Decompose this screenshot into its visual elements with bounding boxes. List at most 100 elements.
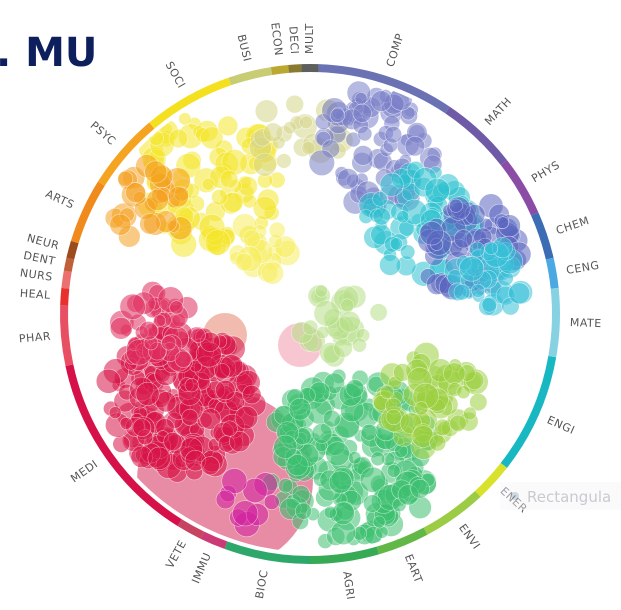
title: . MU [0, 30, 97, 76]
bubble [294, 502, 312, 520]
bubble [357, 126, 373, 142]
bubble [221, 420, 238, 437]
bubble [496, 216, 510, 229]
bubble [125, 182, 147, 203]
bubble [109, 317, 133, 340]
bubble [169, 300, 184, 315]
bubble [178, 112, 192, 126]
bubble [234, 405, 259, 430]
ring-segment [63, 257, 75, 272]
segment-label: MATE [570, 316, 602, 330]
bubble [234, 252, 254, 272]
segment-label: COMP [384, 32, 407, 69]
bubble [449, 414, 467, 433]
bubble [419, 221, 444, 246]
segment-label: IMMU [189, 551, 214, 586]
ring-segment [177, 519, 204, 539]
bubble [252, 195, 277, 221]
bubble [369, 303, 388, 322]
bubble [288, 397, 312, 421]
bubble [337, 168, 359, 190]
bubble [276, 153, 292, 169]
segment-label: HEAL [19, 287, 51, 302]
bubble [135, 381, 160, 406]
bubble [360, 423, 378, 441]
ring-segment [149, 77, 232, 129]
ring-segment [318, 64, 450, 114]
bubble [109, 213, 132, 236]
bubble [168, 128, 189, 149]
bubble [354, 92, 368, 105]
bubble [484, 241, 499, 256]
segment-label: NURS [19, 266, 53, 283]
bubble [168, 186, 189, 208]
bubble [217, 115, 239, 137]
bubble [323, 505, 337, 519]
bubble [161, 335, 177, 351]
bubble [138, 320, 158, 341]
bubble [379, 172, 404, 197]
bubble [333, 338, 353, 358]
bubble [448, 198, 463, 213]
bubble [463, 406, 477, 421]
segment-label: ENVI [456, 522, 483, 552]
ring-segment [270, 64, 289, 75]
bubble [481, 296, 498, 313]
segment-label: BUSI [235, 33, 254, 63]
bubble [200, 456, 220, 476]
bubble [299, 115, 313, 130]
bubble [144, 160, 168, 184]
segment-label: SOCI [163, 59, 188, 90]
bubble [215, 379, 236, 401]
bubble [325, 441, 350, 467]
bubble [340, 298, 355, 313]
bubble [469, 241, 485, 258]
bubble [139, 213, 161, 235]
segment-label: PHAR [18, 330, 51, 346]
bubble [385, 409, 402, 426]
bubble [351, 337, 367, 353]
ring-segment [548, 287, 560, 358]
tooltip-icon [511, 492, 519, 500]
bubble [379, 384, 395, 399]
bubble [200, 126, 224, 150]
bubble [372, 207, 391, 226]
bubble [190, 327, 206, 343]
tooltip: Rectangula [500, 482, 621, 510]
segment-label: PSYC [88, 119, 119, 148]
bubble [302, 319, 319, 336]
bubble [314, 284, 328, 298]
bubble [313, 300, 340, 327]
ring-segment [66, 240, 79, 260]
bubble [95, 368, 121, 394]
bubble [242, 384, 262, 405]
bubble [286, 454, 309, 477]
bubble [108, 406, 122, 419]
segment-label: MATH [482, 95, 514, 128]
ring-segment [376, 527, 428, 555]
bubble [372, 515, 386, 529]
bubble [117, 170, 134, 187]
bubble [410, 479, 430, 499]
ring-segment [500, 160, 539, 216]
bubble [263, 122, 283, 142]
bubble [429, 434, 447, 452]
bubble [363, 494, 382, 513]
bubble [379, 253, 402, 276]
bubble [174, 350, 192, 368]
segment-label: PHYS [529, 158, 562, 185]
bubble [433, 418, 452, 437]
bubble [359, 466, 387, 493]
bubble [119, 293, 146, 320]
segment-label: ARTS [44, 187, 77, 211]
segment-label: CENG [565, 259, 600, 277]
bubble [453, 283, 471, 301]
bubble [458, 256, 485, 282]
bubble [147, 446, 171, 471]
ring-segment [475, 462, 508, 497]
bubbles [95, 80, 533, 552]
bubble [316, 325, 330, 339]
bubble [311, 423, 333, 444]
bubble [453, 229, 473, 249]
ring-segment [65, 364, 182, 527]
